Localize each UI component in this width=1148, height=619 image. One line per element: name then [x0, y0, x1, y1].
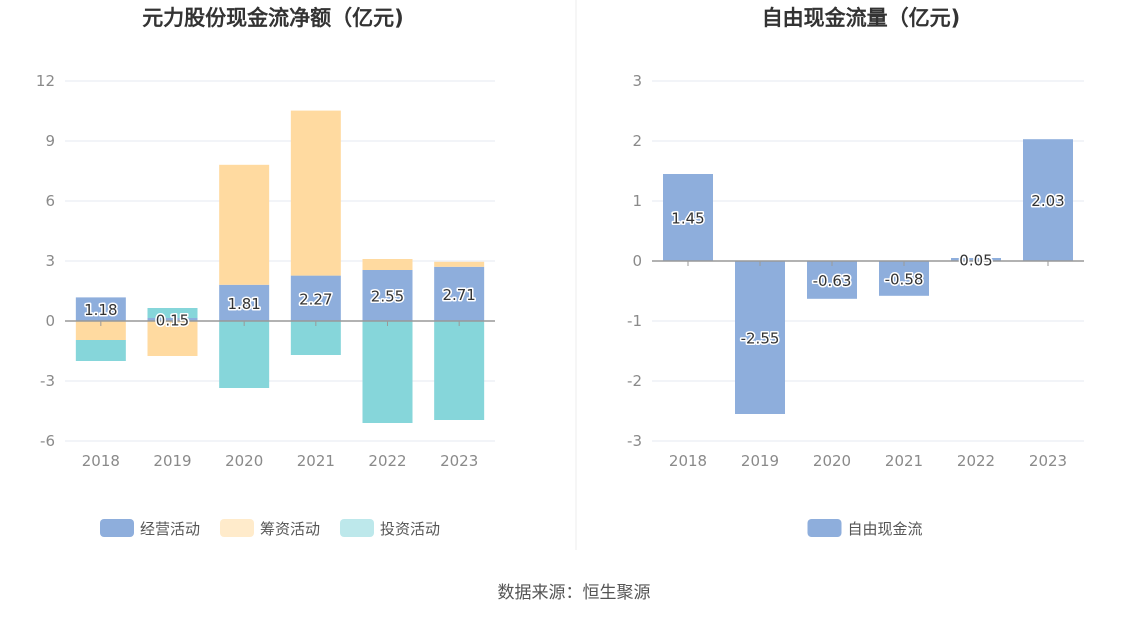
- x-tick-label: 2019: [153, 452, 191, 470]
- y-tick-label: 9: [45, 132, 55, 150]
- bar-经营活动-2021: [290, 275, 341, 321]
- y-tick-label: 0: [632, 252, 642, 270]
- x-tick-label: 2018: [669, 452, 707, 470]
- y-tick-label: -3: [40, 372, 55, 390]
- legend-swatch-经营活动[interactable]: [100, 519, 134, 537]
- y-tick-label: 0: [45, 312, 55, 330]
- bar-筹资活动-2021: [290, 110, 341, 276]
- y-tick-label: 3: [45, 252, 55, 270]
- bar-筹资活动-2020: [219, 164, 270, 285]
- data-label: 2.55: [371, 288, 404, 306]
- bar-投资活动-2021: [290, 321, 341, 355]
- bar-自由现金流-2019: [735, 261, 785, 414]
- legend-label-经营活动[interactable]: 经营活动: [140, 520, 200, 538]
- bar-经营活动-2018: [75, 297, 126, 321]
- data-source: 数据来源：恒生聚源: [498, 583, 651, 603]
- bar-筹资活动-2019: [147, 321, 198, 356]
- bar-投资活动-2018: [75, 340, 126, 361]
- y-tick-label: -1: [627, 312, 642, 330]
- y-tick-label: -3: [627, 432, 642, 450]
- legend-label-投资活动[interactable]: 投资活动: [380, 520, 440, 538]
- bar-经营活动-2023: [434, 266, 485, 321]
- data-label: -2.55: [741, 330, 780, 348]
- bar-自由现金流-2022: [951, 258, 1001, 261]
- bar-筹资活动-2023: [434, 261, 485, 267]
- data-label: -0.58: [885, 270, 924, 288]
- cash-flow-net-chart: 元力股份现金流净额（亿元) -6 -3 0 3 6 9 12 2018 2019 2020 2021…: [36, 6, 495, 538]
- legend-label-筹资活动[interactable]: 筹资活动: [260, 520, 320, 538]
- y-tick-label: -6: [40, 432, 55, 450]
- bar-投资活动-2020: [219, 321, 270, 388]
- bar-经营活动-2020: [219, 284, 270, 321]
- data-label: 1.18: [84, 301, 117, 319]
- y-tick-label: 1: [632, 192, 642, 210]
- bar-自由现金流-2021: [879, 261, 929, 296]
- x-tick-label: 2022: [368, 452, 406, 470]
- legend-swatch-筹资活动[interactable]: [220, 519, 254, 537]
- chart-title-right: 自由现金流量（亿元): [762, 6, 961, 30]
- x-tick-label: 2021: [297, 452, 335, 470]
- legend-swatch-投资活动[interactable]: [340, 519, 374, 537]
- x-tick-label: 2018: [82, 452, 120, 470]
- y-tick-label: 12: [36, 72, 55, 90]
- data-label: 1.81: [227, 295, 260, 313]
- legend-swatch-自由现金流[interactable]: [807, 519, 842, 537]
- x-tick-label: 2022: [957, 452, 995, 470]
- bar-自由现金流-2018: [663, 174, 713, 261]
- bar-筹资活动-2022: [362, 259, 413, 270]
- free-cash-flow-chart: 自由现金流量（亿元) -3 -2 -1 0 1 2 3 2018 2019 2020 2021 202…: [627, 6, 1084, 538]
- x-tick-label: 2020: [813, 452, 851, 470]
- legend-label-自由现金流[interactable]: 自由现金流: [848, 520, 923, 538]
- x-tick-label: 2020: [225, 452, 263, 470]
- y-tick-label: 3: [632, 72, 642, 90]
- chart-title-left: 元力股份现金流净额（亿元): [142, 6, 404, 30]
- x-tick-label: 2023: [1029, 452, 1067, 470]
- bar-投资活动-2019: [147, 308, 198, 318]
- bar-自由现金流-2023: [1023, 139, 1073, 261]
- data-label: 2.27: [299, 290, 332, 308]
- bar-筹资活动-2018: [75, 321, 126, 340]
- bar-经营活动-2019: [147, 318, 198, 321]
- data-label: 2.71: [442, 286, 475, 304]
- data-label: 0.15: [156, 312, 189, 330]
- x-tick-label: 2023: [440, 452, 478, 470]
- data-label: -0.63: [813, 272, 852, 290]
- y-tick-label: -2: [627, 372, 642, 390]
- bar-投资活动-2022: [362, 321, 413, 423]
- data-label: 1.45: [671, 210, 704, 228]
- x-tick-label: 2019: [741, 452, 779, 470]
- x-tick-label: 2021: [885, 452, 923, 470]
- data-label: 2.03: [1031, 192, 1064, 210]
- bar-投资活动-2023: [434, 321, 485, 420]
- bar-经营活动-2022: [362, 270, 413, 321]
- y-tick-label: 6: [45, 192, 55, 210]
- bar-自由现金流-2020: [807, 261, 857, 299]
- y-tick-label: 2: [632, 132, 642, 150]
- data-label: 0.05: [959, 252, 992, 270]
